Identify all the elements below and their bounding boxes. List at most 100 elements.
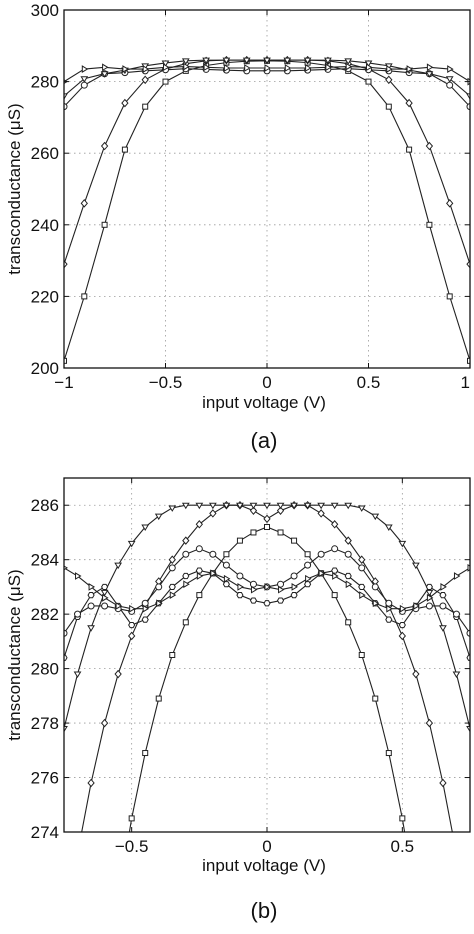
y-tick-label: 280 [31, 73, 59, 92]
y-tick-label: 274 [31, 823, 59, 842]
marker-diamond [467, 924, 473, 931]
series-group [64, 55, 470, 364]
marker-diamond [358, 555, 366, 564]
marker-circle [168, 564, 176, 572]
series-group [64, 500, 473, 931]
marker-square [365, 78, 372, 85]
marker-circle [439, 602, 447, 610]
x-tick-label: −1 [54, 373, 73, 392]
marker-square [236, 537, 243, 544]
marker-circle [446, 81, 454, 89]
marker-triangle-right [406, 65, 414, 73]
x-tick-label: 0.5 [391, 837, 415, 856]
marker-triangle-down [466, 93, 470, 100]
marker-triangle-right [399, 604, 407, 613]
marker-triangle-down [236, 502, 244, 510]
marker-circle [64, 103, 68, 111]
marker-square [128, 815, 135, 822]
marker-triangle-right [196, 572, 204, 580]
marker-triangle-right [413, 602, 420, 610]
marker-triangle-right [278, 585, 285, 594]
marker-diamond [64, 259, 68, 269]
y-tick-label: 286 [31, 496, 59, 515]
marker-triangle-right [318, 569, 326, 578]
marker-triangle-right [183, 62, 190, 71]
marker-diamond [141, 75, 149, 85]
marker-triangle-right [386, 604, 393, 613]
marker-triangle-right [115, 602, 123, 610]
marker-hexagon [331, 567, 339, 574]
marker-triangle-down [154, 513, 163, 521]
marker-square [81, 293, 88, 300]
marker-hexagon [425, 583, 433, 591]
marker-circle [236, 572, 244, 580]
marker-triangle-right [81, 65, 89, 73]
marker-square [345, 619, 352, 626]
marker-diamond [100, 141, 109, 151]
y-tick-label: 276 [31, 769, 59, 788]
marker-diamond [439, 778, 447, 788]
marker-square [101, 221, 108, 228]
marker-triangle-right [122, 65, 129, 73]
marker-square [426, 221, 433, 228]
y-axis-label: transconductance (μS) [5, 103, 24, 274]
marker-diamond [114, 669, 122, 679]
marker-triangle-down [439, 625, 447, 632]
y-tick-label: 260 [31, 144, 59, 163]
marker-square [372, 695, 379, 702]
marker-square [385, 103, 392, 110]
marker-triangle-down [466, 726, 470, 733]
marker-triangle-down [357, 505, 366, 512]
marker-triangle-right [264, 583, 271, 591]
x-tick-label: −0.5 [149, 373, 183, 392]
marker-circle [182, 550, 190, 558]
y-tick-label: 280 [31, 660, 59, 679]
marker-circle [317, 550, 325, 558]
marker-hexagon [466, 654, 470, 661]
marker-triangle-down [290, 502, 298, 510]
marker-triangle-right [332, 572, 339, 580]
series-triangle-down [64, 502, 470, 733]
marker-diamond [121, 98, 129, 108]
marker-circle [385, 599, 393, 607]
marker-triangle-down [411, 562, 420, 570]
marker-circle [290, 572, 298, 580]
marker-triangle-right [223, 574, 231, 583]
marker-circle [101, 602, 109, 610]
marker-square [399, 815, 406, 822]
marker-triangle-down [263, 57, 271, 65]
marker-triangle-down [425, 71, 434, 78]
marker-hexagon [385, 616, 393, 623]
marker-hexagon [64, 654, 68, 661]
marker-triangle-down [208, 502, 217, 510]
marker-circle [371, 583, 379, 591]
marker-circle [209, 550, 217, 558]
marker-circle [80, 81, 88, 89]
marker-diamond [466, 259, 470, 269]
marker-diamond [398, 631, 406, 641]
marker-triangle-down [364, 60, 373, 67]
marker-hexagon [249, 597, 258, 604]
marker-diamond [276, 506, 285, 515]
tick-marks [63, 9, 471, 369]
marker-hexagon [276, 597, 285, 604]
marker-triangle-right [163, 63, 170, 72]
marker-triangle-down [181, 502, 190, 510]
marker-triangle-right [88, 583, 96, 591]
marker-hexagon [290, 591, 298, 599]
x-tick-label: 1 [461, 373, 470, 392]
marker-triangle-right [426, 593, 434, 602]
marker-hexagon [358, 583, 366, 591]
marker-diamond [263, 514, 271, 524]
marker-triangle-right [244, 64, 251, 72]
x-tick-label: 0 [262, 837, 271, 856]
marker-triangle-right [156, 599, 163, 608]
marker-triangle-down [249, 502, 258, 510]
marker-square [64, 357, 67, 364]
marker-triangle-down [100, 589, 109, 597]
marker-triangle-down [398, 540, 407, 548]
marker-diamond [209, 509, 217, 518]
marker-triangle-down [202, 57, 210, 65]
marker-triangle-right [142, 604, 150, 613]
marker-hexagon [398, 621, 406, 629]
